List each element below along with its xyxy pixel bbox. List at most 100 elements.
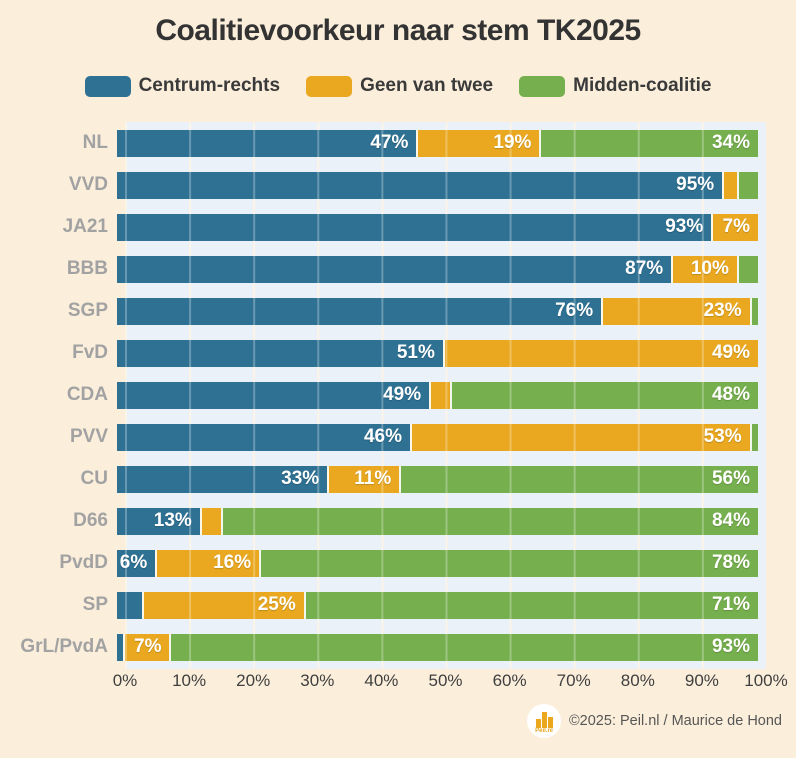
bar-segment-centrum-rechts[interactable]: 47% — [117, 129, 417, 157]
footer: Peil.nl ©2025: Peil.nl / Maurice de Hond — [527, 704, 782, 738]
x-axis: 0% 10% 20% 30% 40% 50% 60% 70% 80% 90% 100% — [113, 671, 788, 695]
bar-value-label: 87% — [625, 258, 664, 279]
plot-area: NL 47% 19% 34% VVD 95% JA21 93% 7% BBB 87% 10% SGP 76… — [0, 122, 796, 669]
bar-value-label: 51% — [396, 342, 435, 363]
category-label: NL — [82, 132, 108, 153]
bar-row-d66: D66 13% 84% — [0, 500, 796, 542]
bar-value-label: 11% — [354, 468, 392, 489]
category-label: SP — [82, 594, 108, 615]
bar-value-label: 16% — [213, 552, 252, 573]
bar-segment-geen-van-twee[interactable]: 19% — [416, 129, 540, 157]
bar-track: 95% — [117, 171, 758, 199]
category-label: BBB — [66, 258, 108, 279]
bar-track: 7% 93% — [117, 633, 759, 661]
bar-segment-midden-coalitie[interactable] — [749, 297, 759, 325]
bar-value-label: 7% — [722, 216, 750, 237]
bar-value-label: 48% — [711, 384, 750, 405]
x-axis-tick: 90% — [684, 671, 719, 690]
legend-item-midden-coalitie[interactable]: Midden-coalitie — [519, 75, 711, 97]
bar-segment-geen-van-twee[interactable]: 53% — [410, 423, 750, 451]
bar-row-bbb: BBB 87% 10% — [0, 248, 796, 290]
category-label: CU — [80, 468, 108, 489]
category-label: VVD — [68, 174, 108, 195]
x-axis-tick: 70% — [556, 671, 591, 690]
bar-segment-centrum-rechts[interactable] — [117, 591, 143, 619]
bar-segment-midden-coalitie[interactable]: 71% — [303, 591, 758, 619]
bar-value-label: 78% — [711, 552, 750, 573]
bar-segment-midden-coalitie[interactable]: 48% — [450, 381, 758, 409]
bar-row-grl-pvda: GrL/PvdA 7% 93% — [0, 626, 796, 668]
bar-row-cda: CDA 49% 48% — [0, 374, 796, 416]
bar-row-pvdd: PvdD 6% 16% 78% — [0, 542, 796, 584]
bar-segment-geen-van-twee[interactable]: 7% — [123, 633, 170, 661]
bar-segment-centrum-rechts[interactable]: 87% — [117, 255, 672, 283]
bar-segment-geen-van-twee[interactable]: 16% — [155, 549, 260, 577]
bar-value-label: 53% — [703, 426, 742, 447]
x-axis-tick: 100% — [744, 671, 788, 690]
bar-track: 33% 11% 56% — [117, 465, 758, 493]
legend-item-centrum-rechts[interactable]: Centrum-rechts — [84, 75, 281, 97]
bar-row-sp: SP 25% 71% — [0, 584, 796, 626]
bar-track: 6% 16% 78% — [117, 549, 758, 577]
x-axis-tick: 0% — [112, 671, 138, 690]
bar-segment-centrum-rechts[interactable]: 46% — [117, 423, 411, 451]
category-label: PVV — [69, 426, 108, 447]
bar-segment-geen-van-twee[interactable] — [722, 171, 737, 199]
bar-segment-centrum-rechts[interactable] — [117, 633, 124, 661]
bar-segment-centrum-rechts[interactable]: 6% — [117, 549, 156, 577]
bar-segment-centrum-rechts[interactable]: 49% — [117, 381, 430, 409]
bar-segment-centrum-rechts[interactable]: 76% — [117, 297, 602, 325]
bar-segment-centrum-rechts[interactable]: 33% — [117, 465, 328, 493]
bar-segment-geen-van-twee[interactable]: 7% — [711, 213, 758, 241]
legend: Centrum-rechts Geen van twee Midden-coalit… — [0, 75, 796, 97]
bar-segment-geen-van-twee[interactable]: 23% — [601, 297, 750, 325]
bar-segment-midden-coalitie[interactable]: 56% — [399, 465, 758, 493]
bar-segment-midden-coalitie[interactable]: 34% — [539, 129, 758, 157]
bar-value-label: 23% — [703, 300, 742, 321]
category-label: SGP — [67, 300, 108, 321]
bar-segment-geen-van-twee[interactable]: 25% — [142, 591, 304, 619]
bar-segment-midden-coalitie[interactable]: 84% — [220, 507, 758, 535]
credit-text: ©2025: Peil.nl / Maurice de Hond — [569, 713, 782, 729]
bar-value-label: 7% — [134, 636, 162, 657]
category-label: FvD — [72, 342, 108, 363]
bar-value-label: 95% — [676, 174, 715, 195]
legend-swatch-icon — [84, 75, 131, 97]
bar-row-fvd: FvD 51% 49% — [0, 332, 796, 374]
bar-segment-geen-van-twee[interactable]: 11% — [327, 465, 400, 493]
bar-segment-centrum-rechts[interactable]: 93% — [117, 213, 712, 241]
category-label: CDA — [66, 384, 108, 405]
bar-track: 93% 7% — [117, 213, 758, 241]
bar-row-sgp: SGP 76% 23% — [0, 290, 796, 332]
bar-segment-midden-coalitie[interactable]: 78% — [259, 549, 758, 577]
bar-segment-geen-van-twee[interactable] — [199, 507, 221, 535]
bar-segment-geen-van-twee[interactable]: 49% — [442, 339, 758, 367]
bar-track: 49% 48% — [117, 381, 758, 409]
bar-segment-centrum-rechts[interactable]: 13% — [117, 507, 200, 535]
category-label: D66 — [73, 510, 108, 531]
bar-segment-centrum-rechts[interactable]: 95% — [117, 171, 723, 199]
bar-segment-midden-coalitie[interactable] — [749, 423, 758, 451]
bar-segment-midden-coalitie[interactable] — [736, 171, 758, 199]
legend-label: Geen van twee — [360, 75, 494, 96]
bar-value-label: 71% — [711, 594, 750, 615]
bar-segment-geen-van-twee[interactable] — [429, 381, 451, 409]
bar-rows-container: NL 47% 19% 34% VVD 95% JA21 93% 7% BBB 87% 10% SGP 76… — [0, 122, 796, 669]
legend-item-geen-van-twee[interactable]: Geen van twee — [306, 75, 493, 97]
x-axis-tick: 20% — [236, 671, 271, 690]
bar-segment-midden-coalitie[interactable] — [736, 255, 758, 283]
legend-swatch-icon — [519, 75, 566, 97]
legend-label: Midden-coalitie — [573, 75, 712, 96]
legend-label: Centrum-rechts — [138, 75, 281, 96]
bar-value-label: 76% — [555, 300, 594, 321]
bar-segment-centrum-rechts[interactable]: 51% — [117, 339, 443, 367]
bar-value-label: 13% — [153, 510, 192, 531]
peil-logo-text: Peil.nl — [535, 728, 553, 734]
bar-row-ja21: JA21 93% 7% — [0, 206, 796, 248]
bar-value-label: 33% — [281, 468, 320, 489]
bar-segment-midden-coalitie[interactable]: 93% — [169, 633, 759, 661]
bar-value-label: 49% — [711, 342, 750, 363]
x-axis-tick: 40% — [364, 671, 399, 690]
x-axis-tick: 30% — [300, 671, 335, 690]
bar-segment-geen-van-twee[interactable]: 10% — [671, 255, 737, 283]
